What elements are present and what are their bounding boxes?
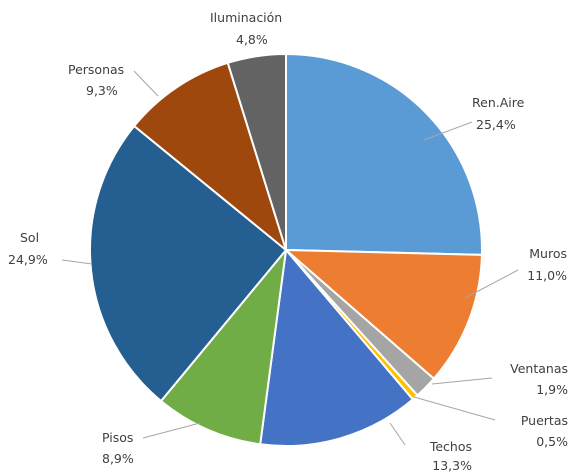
leader-lines [61,70,519,446]
data-labels: Ren.Aire 25,4% Muros 11,0% Ventanas 1,9% Puert… [8,10,568,473]
leader-line-puertas [413,396,496,421]
pie-slice-iluminacion [226,53,287,251]
slice-label-personas: Personas [68,62,124,77]
leader-line-sol [61,259,93,265]
pie-slice-personas [133,61,287,251]
slice-percent-iluminacion: 4,8% [236,32,268,47]
pie-slice-pisos [160,249,287,446]
slice-percent-muros: 11,0% [527,268,567,283]
slice-percent-personas: 9,3% [86,83,118,98]
leader-line-techos [389,422,406,446]
slice-percent-ventanas: 1,9% [536,382,568,397]
pie-slice-muros [285,249,483,380]
pie-slice-techos [259,249,414,447]
slice-percent-pisos: 8,9% [102,451,134,466]
leader-line-ren-aire [423,121,473,141]
slice-label-techos: Techos [429,439,472,454]
slice-label-sol: Sol [20,230,39,245]
leader-line-ventanas [431,377,493,385]
leader-line-pisos [142,422,201,439]
pie-slices [89,53,483,447]
slice-label-puertas: Puertas [521,413,568,428]
slice-percent-techos: 13,3% [432,458,472,473]
slice-percent-ren-aire: 25,4% [476,117,516,132]
slice-label-iluminacion: Iluminación [210,10,282,25]
leader-line-personas [133,70,159,97]
pie-slice-ren-aire [285,53,483,256]
slice-label-ren-aire: Ren.Aire [472,95,525,110]
pie-slice-sol [89,125,287,403]
leader-line-muros [464,269,519,299]
slice-label-muros: Muros [529,246,567,261]
slice-percent-sol: 24,9% [8,252,48,267]
slice-label-ventanas: Ventanas [510,361,568,376]
slice-label-pisos: Pisos [102,430,133,445]
slice-percent-puertas: 0,5% [536,434,568,449]
